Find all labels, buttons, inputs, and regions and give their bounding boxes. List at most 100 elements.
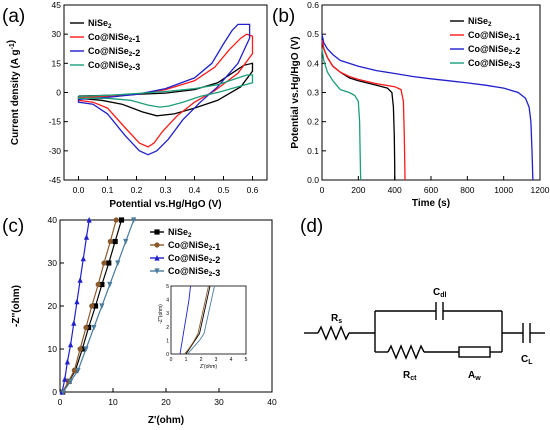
chart-c-x-tick-label: 0: [58, 397, 63, 407]
inset-y-tick-label: 2: [166, 325, 169, 331]
chart-b-y-axis-label: Potential vs.Hg/HgO (V): [290, 36, 301, 148]
chart-c-point: [68, 341, 74, 348]
chart-c-legend-label: Co@NiSe2-2: [168, 253, 220, 265]
inset-y-tick-label: 0: [166, 352, 169, 358]
inset-x-tick-label: 4: [230, 357, 233, 363]
chart-c-point: [77, 277, 83, 283]
chart-c-y-tick-label: 40: [48, 215, 58, 225]
chart-c-point: [89, 303, 95, 309]
chart-b-y-tick-label: 0.6: [307, 0, 319, 10]
chart-c-point: [64, 358, 71, 365]
chart-b-x-tick-label: 800: [460, 185, 474, 195]
inset-x-tick-label: 2: [200, 357, 203, 363]
panel-label-d: (d): [300, 216, 323, 237]
panel-label-a: (a): [2, 6, 25, 27]
chart-c-point: [107, 281, 113, 288]
chart-c-x-tick-label: 30: [214, 397, 224, 407]
chart-b-y-tick-label: 0.3: [307, 88, 319, 98]
chart-b-legend-label: Co@NiSe2-2: [468, 44, 520, 56]
chart-b-x-tick-label: 0: [320, 185, 325, 195]
chart-a-x-tick-label: 0.5: [218, 185, 230, 195]
inset-y-tick-label: 5: [166, 284, 169, 290]
resistor-rct: [387, 344, 425, 360]
equivalent-circuit: [304, 302, 545, 360]
chart-c-point: [95, 281, 101, 288]
chart-a-series-line: [77, 62, 254, 117]
chart-a-y-tick-label: -45: [49, 175, 62, 185]
chart-a-series-line: [77, 74, 254, 108]
chart-b-legend-label: Co@NiSe2-3: [468, 58, 520, 70]
chart-b-series-line: [321, 39, 406, 181]
label-aw: Aw: [468, 370, 481, 382]
chart-c-point: [91, 324, 97, 331]
panel-label-b: (b): [272, 6, 295, 27]
chart-c: 0 10 20 30 40010203040Z'(ohm)-Z''(ohm)NiSe2C…: [11, 215, 277, 426]
chart-c-point: [62, 376, 68, 382]
chart-c-x-tick-label: 10: [108, 397, 118, 407]
chart-b-x-tick-label: 1000: [494, 185, 513, 195]
chart-c-point: [83, 346, 89, 353]
chart-c-legend-label: Co@NiSe2-1: [168, 240, 220, 252]
chart-c-point: [99, 303, 105, 310]
chart-a-y-tick-label: -30: [49, 146, 62, 156]
inset-series-line: [184, 285, 209, 355]
chart-c-point: [74, 298, 80, 305]
chart-a-legend-label: Co@NiSe2-1: [88, 32, 140, 44]
chart-c-point: [86, 216, 92, 223]
chart-a-x-tick-label: 0.3: [160, 185, 172, 195]
inset-series-line: [179, 285, 191, 355]
chart-b-x-tick-label: 1200: [531, 185, 550, 195]
chart-c-point: [75, 367, 81, 374]
chart-c-y-tick-label: 30: [48, 258, 58, 268]
label-rs: Rs: [331, 313, 342, 325]
chart-b: 0 200 400 600 800 1000 1200 0.0 0.1 0.2 0.3 0.4 0.5 0…: [290, 0, 550, 209]
chart-c-legend-marker: [154, 254, 160, 261]
chart-a-y-tick-label: 45: [52, 0, 62, 10]
chart-c-point: [71, 367, 77, 374]
chart-c-legend-marker: [154, 229, 160, 235]
inset-frame: [170, 285, 247, 355]
chart-c-point: [131, 217, 137, 224]
chart-b-x-tick-label: 400: [388, 185, 402, 195]
chart-a-y-axis-label: Current density (A g-1): [6, 40, 21, 145]
chart-c-point: [106, 260, 112, 266]
chart-c-series-line: [61, 220, 90, 392]
label-cl: CL: [521, 354, 533, 366]
label-cdl: Cdl: [433, 287, 447, 299]
chart-b-x-tick-label: 600: [424, 185, 438, 195]
chart-a-x-axis-label: Potential vs.Hg/HgO (V): [109, 199, 221, 210]
chart-b-legend-label: NiSe2: [468, 16, 492, 28]
chart-b-y-tick-label: 0.2: [307, 117, 319, 127]
chart-c-point: [99, 281, 105, 288]
chart-a-x-tick-label: 0.6: [247, 185, 259, 195]
inset-x-tick-label: 0: [170, 357, 173, 363]
chart-a-legend-label: NiSe2: [88, 18, 112, 30]
chart-c-point: [80, 255, 86, 262]
chart-a-y-tick-label: 15: [52, 58, 62, 68]
chart-a-x-tick-label: 0.4: [189, 185, 201, 195]
chart-a-y-tick-label: -15: [49, 117, 62, 127]
chart-c-point: [71, 320, 77, 326]
inset-x-axis-label: Z'(ohm): [200, 364, 217, 370]
chart-a-y-tick-label: 30: [52, 29, 62, 39]
chart-c-y-axis-label: -Z''(ohm): [11, 285, 22, 327]
chart-c-point: [68, 378, 74, 385]
label-rct: Rct: [403, 370, 417, 382]
chart-c-point: [101, 260, 107, 266]
chart-c-point: [83, 324, 89, 331]
chart-a: 0.0 0.1 0.2 0.3 0.4 0.5 0.6 -45 -30 -15 0 15 30 45 Pot…: [6, 0, 268, 210]
chart-c-y-tick-label: 10: [48, 344, 58, 354]
chart-a-x-tick-label: 0.0: [73, 185, 85, 195]
inset-x-tick-label: 1: [185, 357, 188, 363]
inset-y-tick-label: 3: [166, 311, 169, 317]
chart-c-point: [77, 346, 83, 352]
chart-b-x-axis-label: Time (s): [412, 198, 450, 209]
chart-a-x-tick-label: 0.2: [131, 185, 143, 195]
inset-y-axis-label: -Z''(ohm): [158, 304, 164, 324]
chart-b-series-line: [321, 34, 534, 181]
chart-b-series-line: [321, 48, 362, 181]
chart-c-y-tick-label: 0: [52, 387, 57, 397]
chart-c-series-line: [62, 220, 135, 392]
chart-c-point: [60, 389, 66, 396]
